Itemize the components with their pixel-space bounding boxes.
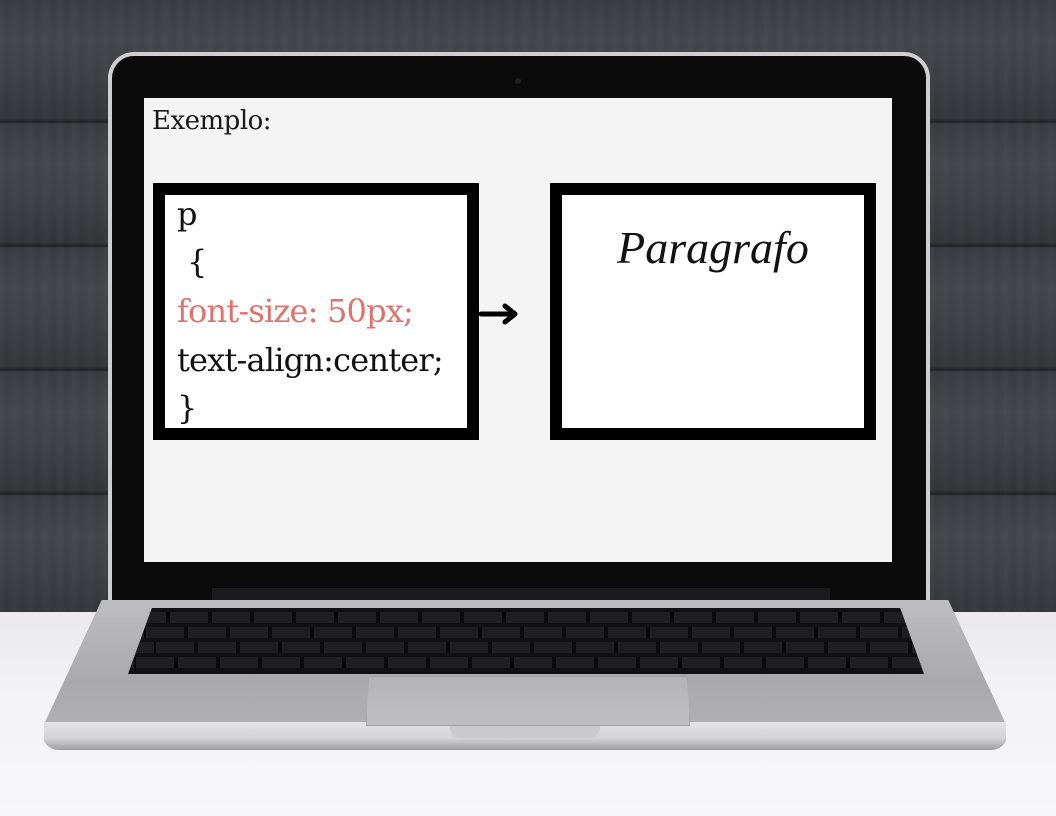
keyboard-row [128, 642, 924, 653]
laptop-trackpad [366, 676, 690, 726]
laptop-open-notch [450, 724, 600, 738]
code-line-open-brace: { [187, 243, 207, 281]
code-line-selector: p [177, 195, 197, 233]
keyboard-row [128, 612, 924, 623]
rendered-result-box: Paragrafo [550, 183, 876, 440]
keyboard-row [128, 627, 924, 638]
webcam-icon [515, 78, 521, 84]
laptop-keyboard [128, 608, 924, 674]
laptop-hinge [212, 588, 830, 602]
code-line-font-size: font-size: 50px; [177, 292, 414, 330]
rendered-paragraph-text: Paragrafo [617, 222, 809, 273]
arrow-right-icon [479, 303, 518, 325]
keyboard-row [128, 657, 924, 668]
code-line-text-align: text-align:center; [177, 341, 444, 379]
css-code-box: p { font-size: 50px; text-align:center; … [153, 183, 479, 440]
slide-title: Exemplo: [152, 106, 272, 136]
code-line-close-brace: } [177, 389, 197, 427]
